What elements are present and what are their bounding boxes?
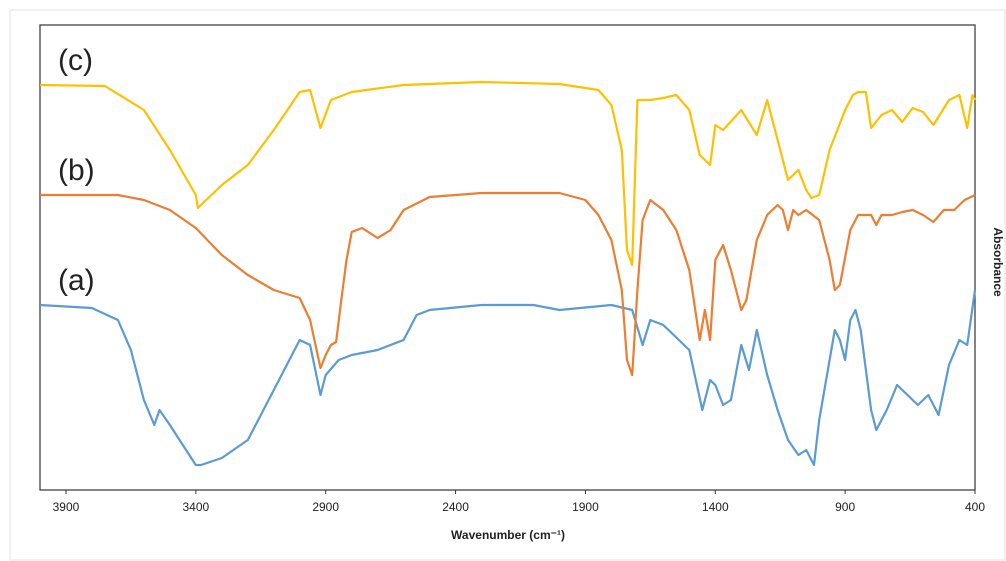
spectrum-line: [40, 191, 976, 377]
spectrum-line: [39, 289, 977, 467]
series-label: (c): [58, 44, 93, 77]
plot-frame: [39, 24, 976, 491]
x-tick-label: 2400: [442, 500, 469, 514]
x-tick-label: 1400: [702, 500, 729, 514]
outer-border: [9, 9, 1006, 561]
y-axis-label: Absorbance: [991, 227, 1005, 297]
x-tick-label: 1900: [572, 500, 599, 514]
x-tick-label: 3400: [182, 500, 209, 514]
series-label: (a): [58, 264, 95, 297]
spectrum-line: [39, 80, 976, 267]
series-label: (b): [58, 154, 95, 187]
x-tick-label: 900: [835, 500, 855, 514]
x-axis-label: Wavenumber (cm⁻¹): [451, 528, 565, 542]
x-tick-label: 400: [965, 500, 985, 514]
x-tick-label: 3900: [53, 500, 80, 514]
x-tick-label: 2900: [312, 500, 339, 514]
